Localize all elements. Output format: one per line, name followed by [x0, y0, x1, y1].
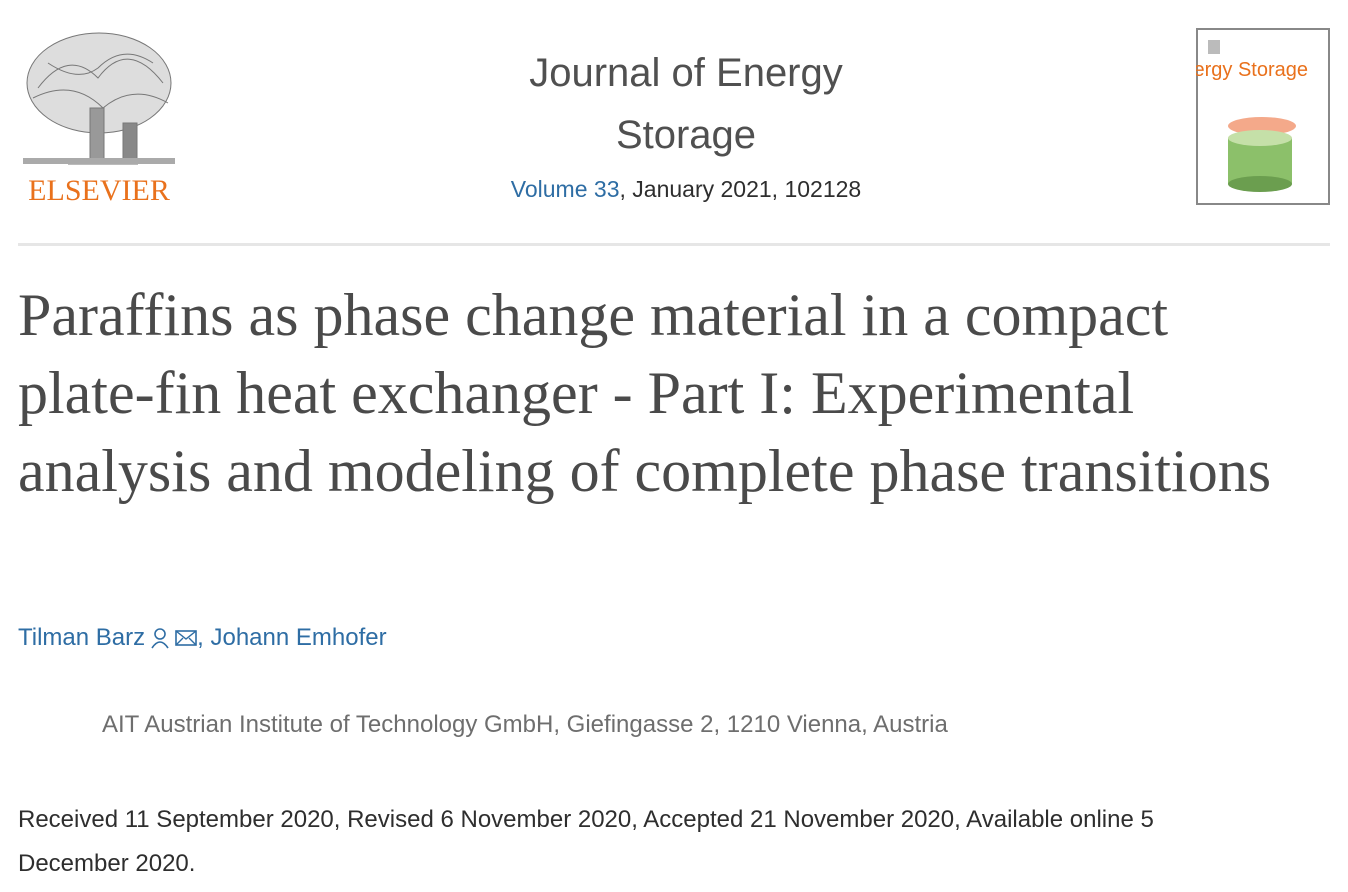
author[interactable]: Johann Emhofer	[210, 624, 387, 651]
journal-info: Journal of Energy Storage Volume 33, Jan…	[486, 42, 886, 203]
author-separator: ,	[197, 624, 211, 651]
tree-illustration	[23, 32, 175, 165]
affiliation: AIT Austrian Institute of Technology Gmb…	[102, 711, 948, 738]
issue-info: , January 2021, 102128	[619, 176, 862, 202]
journal-cover[interactable]: Energy Storage	[1196, 28, 1330, 205]
email-icon[interactable]	[175, 629, 197, 647]
publisher-name: ELSEVIER	[28, 174, 170, 207]
issue-line: Volume 33, January 2021, 102128	[486, 176, 886, 203]
volume-link[interactable]: Volume 33	[510, 176, 620, 202]
person-icon[interactable]	[150, 627, 170, 649]
article-dates: Received 11 September 2020, Revised 6 No…	[18, 806, 1154, 877]
author[interactable]: Tilman Barz	[18, 624, 146, 651]
divider	[18, 243, 1330, 246]
article-title: Paraffins as phase change material in a …	[18, 282, 1272, 504]
journal-title[interactable]: Journal of Energy Storage	[529, 51, 843, 157]
author-list: Tilman Barz , Johann Emhofer	[18, 624, 387, 652]
publisher-logo[interactable]: ELSEVIER	[18, 28, 180, 208]
cover-title: Energy Storage	[1196, 59, 1308, 81]
